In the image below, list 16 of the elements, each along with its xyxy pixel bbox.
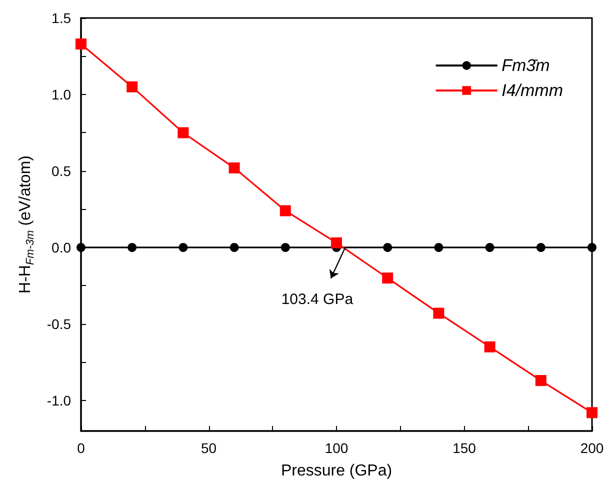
y-tick-label: 1.5 bbox=[52, 10, 72, 26]
y-tick-label: 1.0 bbox=[52, 86, 72, 102]
legend-label: Fm3̄m bbox=[502, 56, 550, 75]
y-tick-label: -1.0 bbox=[46, 392, 72, 408]
y-tick-label: -0.5 bbox=[46, 316, 72, 332]
y-axis-title: H-HFm-3m (eV/atom) bbox=[16, 156, 36, 294]
x-tick-label: 150 bbox=[452, 440, 476, 456]
y-tick-label: 0.0 bbox=[52, 239, 72, 256]
x-tick-label: 200 bbox=[580, 440, 604, 456]
x-axis-title: Pressure (GPa) bbox=[280, 462, 392, 480]
x-tick-label: 100 bbox=[324, 440, 348, 456]
y-tick-label: 0.5 bbox=[52, 162, 72, 179]
x-tick-label: 50 bbox=[200, 440, 217, 456]
x-tick-label: 0 bbox=[77, 440, 86, 456]
annotation: 103.4 GPa bbox=[281, 291, 354, 308]
legend-label: I4/mmm bbox=[502, 81, 564, 100]
